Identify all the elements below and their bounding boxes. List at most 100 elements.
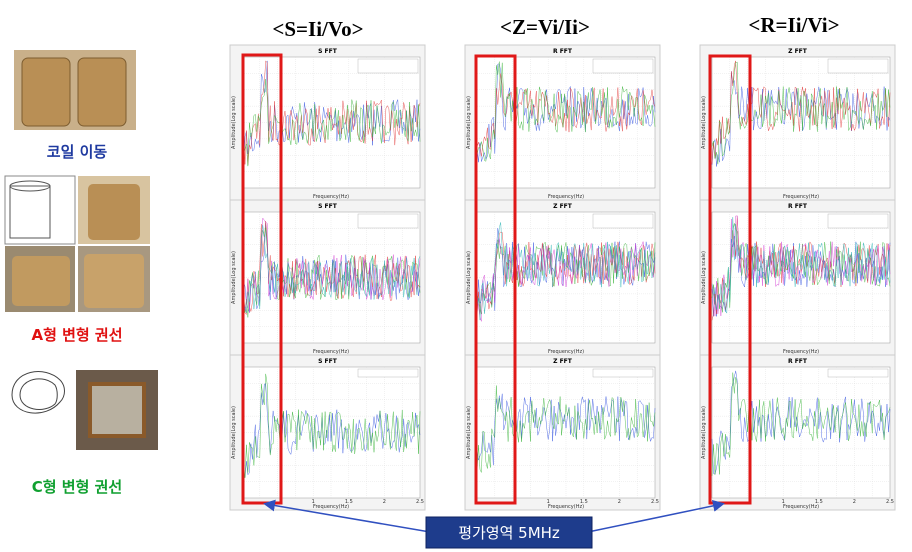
fft-trace	[476, 222, 656, 321]
column-header: <R=Ii/Vi>	[748, 13, 839, 37]
y-axis-label: Amplitude(Log scale)	[231, 406, 237, 459]
legend-box	[827, 58, 889, 74]
fft-panel: R FFT Amplitude(Log scale) Frequency(Hz)	[699, 199, 896, 356]
x-tick-label: 1.5	[345, 499, 353, 505]
y-axis-label: Amplitude(Log scale)	[701, 251, 707, 304]
fft-trace	[241, 217, 421, 313]
fft-trace	[241, 60, 421, 169]
highlight-box	[474, 54, 517, 505]
fft-trace	[476, 393, 656, 466]
x-axis-label: Frequency(Hz)	[313, 504, 349, 510]
panel-title: R FFT	[788, 203, 808, 210]
x-axis-label: Frequency(Hz)	[313, 349, 349, 355]
fft-trace	[711, 236, 891, 317]
fft-trace	[711, 370, 891, 475]
x-tick-label: 1	[782, 499, 785, 505]
fft-trace	[241, 221, 421, 322]
highlight-boxes	[241, 53, 752, 505]
fft-trace	[476, 238, 656, 322]
legend-box	[357, 368, 419, 378]
panel-title: R FFT	[553, 48, 573, 55]
x-axis-label: Frequency(Hz)	[783, 504, 819, 510]
x-tick-label: 2	[383, 499, 386, 505]
y-axis-label: Amplitude(Log scale)	[231, 251, 237, 304]
fft-trace	[241, 60, 421, 167]
fft-trace	[241, 383, 421, 479]
arrow	[587, 499, 725, 533]
legend-box	[592, 368, 654, 378]
panel-title: S FFT	[318, 203, 338, 210]
fft-trace	[241, 225, 421, 314]
callout: 평가영역 5MHz	[458, 524, 560, 542]
y-axis-label: Amplitude(Log scale)	[701, 96, 707, 149]
x-tick-label: 2	[618, 499, 621, 505]
legend-box	[827, 213, 889, 229]
legend-box	[827, 368, 889, 378]
panel-title: Z FFT	[553, 203, 573, 210]
coil	[88, 184, 140, 240]
x-axis-label: Frequency(Hz)	[548, 194, 584, 200]
y-axis-label: Amplitude(Log scale)	[466, 251, 472, 304]
fft-trace	[711, 223, 891, 313]
x-tick-label: 1.5	[580, 499, 588, 505]
x-axis-label: Frequency(Hz)	[783, 349, 819, 355]
callout-box	[425, 516, 593, 549]
fft-trace	[241, 78, 421, 167]
coil	[21, 57, 71, 127]
label: A형 변형 권선	[31, 326, 122, 344]
highlight-box	[708, 54, 752, 505]
x-axis-label: Frequency(Hz)	[783, 194, 819, 200]
panel-title: S FFT	[318, 48, 338, 55]
x-axis-label: Frequency(Hz)	[548, 504, 584, 510]
fft-trace	[711, 372, 891, 476]
x-axis-label: Frequency(Hz)	[313, 194, 349, 200]
x-tick-label: 2.5	[651, 499, 659, 505]
arrow	[263, 499, 431, 533]
x-tick-label: 2.5	[886, 499, 894, 505]
x-tick-label: 1	[312, 499, 315, 505]
drawing	[4, 175, 76, 245]
photos	[4, 50, 158, 450]
label: C형 변형 권선	[32, 478, 122, 496]
x-tick-label: 1	[547, 499, 550, 505]
x-tick-label: 1.5	[815, 499, 823, 505]
coil	[12, 256, 70, 306]
coil	[84, 254, 144, 308]
fft-trace	[711, 61, 891, 165]
legend-box	[592, 58, 654, 74]
fft-panel: Z FFT Amplitude(Log scale) Frequency(Hz)	[464, 199, 661, 356]
fft-trace	[711, 217, 891, 314]
panel-title: Z FFT	[553, 358, 573, 365]
coil	[88, 382, 146, 438]
fft-panel: S FFT Amplitude(Log scale) Frequency(Hz)	[229, 199, 426, 356]
y-axis-label: Amplitude(Log scale)	[466, 96, 472, 149]
highlight-box	[241, 53, 283, 505]
drawing-line	[9, 185, 51, 239]
fft-trace	[241, 227, 421, 318]
x-axis-label: Frequency(Hz)	[548, 349, 584, 355]
y-axis-label: Amplitude(Log scale)	[466, 406, 472, 459]
fft-trace	[241, 373, 421, 478]
fft-panel: R FFT Amplitude(Log scale) Frequency(Hz)	[464, 44, 661, 201]
fft-trace	[476, 73, 656, 157]
fft-trace	[476, 61, 656, 162]
y-axis-label: Amplitude(Log scale)	[231, 96, 237, 149]
panel-title: S FFT	[318, 358, 338, 365]
drawing-c	[19, 378, 58, 410]
legend-box	[592, 213, 654, 229]
x-tick-label: 2	[853, 499, 856, 505]
fft-panel: R FFT Amplitude(Log scale) Frequency(Hz)1 1…	[699, 354, 896, 511]
x-tick-label: 2.5	[416, 499, 424, 505]
coil	[77, 57, 127, 127]
fft-panel: Z FFT Amplitude(Log scale) Frequency(Hz)	[699, 44, 896, 201]
fft-trace	[476, 231, 656, 316]
legend-box	[357, 58, 419, 74]
legend-box	[357, 213, 419, 229]
y-axis-label: Amplitude(Log scale)	[701, 406, 707, 459]
column-header: <Z=Vi/Ii>	[500, 15, 590, 39]
fft-trace	[711, 60, 891, 164]
panel-title: Z FFT	[788, 48, 808, 55]
fft-panel: S FFT Amplitude(Log scale) Frequency(Hz)1 1…	[229, 354, 426, 511]
